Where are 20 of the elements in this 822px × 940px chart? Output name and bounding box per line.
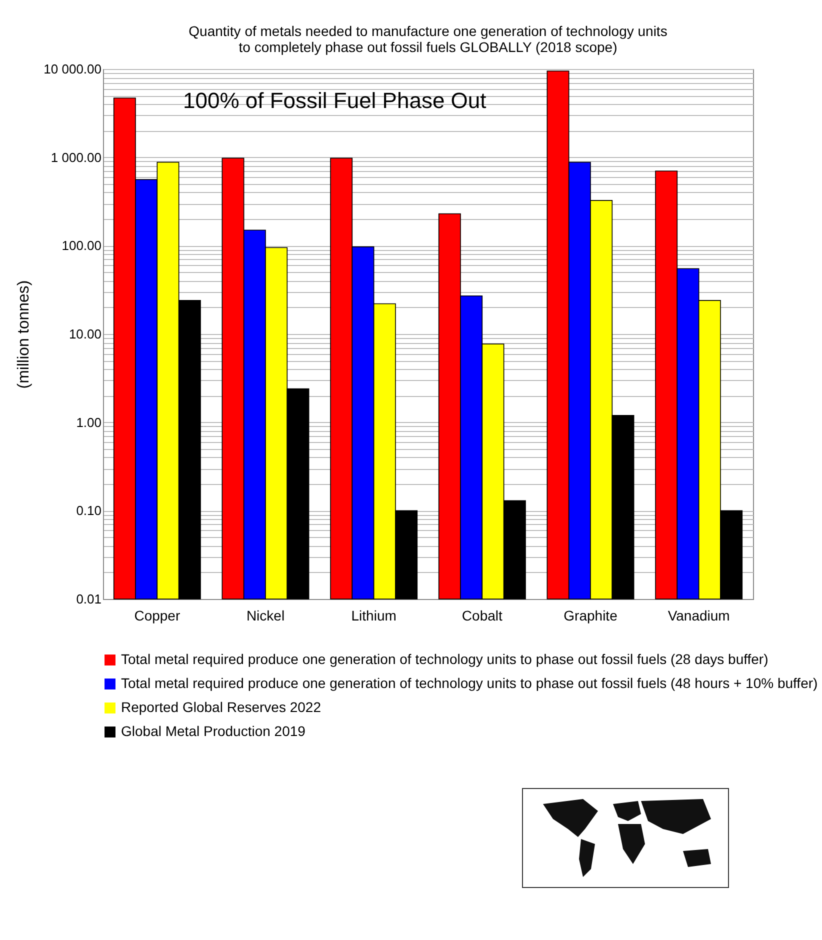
- chart-title: Quantity of metals needed to manufacture one generation of technology units to completely phase out fossil fuels GLOBALLY (2018 scope): [188, 23, 668, 55]
- y-tick-label: 10.00: [68, 326, 102, 342]
- y-tick-label: 100.00: [62, 238, 102, 254]
- y-axis-title: (million tonnes): [16, 280, 33, 389]
- legend-label: Total metal required produce one generation of technology units to phase out fossil fuels (28 days buffer): [121, 651, 768, 667]
- x-tick-label: Lithium: [351, 608, 396, 624]
- x-tick-label: Cobalt: [462, 608, 503, 624]
- annotation: 100% of Fossil Fuel Phase Out: [183, 88, 486, 113]
- legend-label: Global Metal Production 2019: [121, 723, 306, 739]
- legend-label: Reported Global Reserves 2022: [121, 699, 322, 715]
- x-tick-label: Copper: [134, 608, 180, 624]
- y-tick-label: 10 000.00: [44, 62, 102, 76]
- y-tick-label: 0.01: [76, 592, 102, 606]
- y-tick-label: 1.00: [76, 414, 102, 430]
- x-tick-label: Vanadium: [668, 608, 730, 624]
- y-tick-label: 0.10: [76, 503, 102, 518]
- x-tick-label: Graphite: [564, 608, 618, 624]
- legend-label: Total metal required produce one generation of technology units to phase out fossil fuels (48 hours + 10% buffer): [121, 675, 818, 691]
- y-tick-label: 1 000.00: [50, 150, 102, 165]
- x-tick-label: Nickel: [246, 608, 285, 624]
